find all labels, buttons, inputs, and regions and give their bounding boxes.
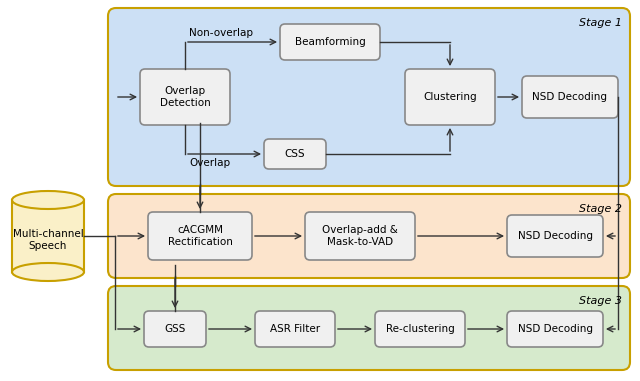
Text: Re-clustering: Re-clustering bbox=[386, 324, 454, 334]
Text: Stage 1: Stage 1 bbox=[579, 18, 622, 28]
Text: Non-overlap: Non-overlap bbox=[189, 28, 253, 38]
FancyBboxPatch shape bbox=[255, 311, 335, 347]
Text: Stage 2: Stage 2 bbox=[579, 204, 622, 214]
Text: GSS: GSS bbox=[164, 324, 186, 334]
FancyBboxPatch shape bbox=[144, 311, 206, 347]
Text: Overlap
Detection: Overlap Detection bbox=[159, 86, 211, 108]
FancyBboxPatch shape bbox=[522, 76, 618, 118]
FancyBboxPatch shape bbox=[148, 212, 252, 260]
FancyBboxPatch shape bbox=[108, 286, 630, 370]
FancyBboxPatch shape bbox=[375, 311, 465, 347]
Text: Multi-channel
Speech: Multi-channel Speech bbox=[13, 229, 83, 251]
Text: Beamforming: Beamforming bbox=[294, 37, 365, 47]
FancyBboxPatch shape bbox=[507, 311, 603, 347]
Text: CSS: CSS bbox=[285, 149, 305, 159]
Text: ASR Filter: ASR Filter bbox=[270, 324, 320, 334]
Text: NSD Decoding: NSD Decoding bbox=[532, 92, 607, 102]
FancyBboxPatch shape bbox=[305, 212, 415, 260]
FancyBboxPatch shape bbox=[264, 139, 326, 169]
Text: cACGMM
Rectification: cACGMM Rectification bbox=[168, 225, 232, 247]
FancyBboxPatch shape bbox=[140, 69, 230, 125]
FancyBboxPatch shape bbox=[405, 69, 495, 125]
FancyBboxPatch shape bbox=[507, 215, 603, 257]
Text: NSD Decoding: NSD Decoding bbox=[518, 231, 593, 241]
Text: Overlap: Overlap bbox=[189, 158, 230, 168]
FancyBboxPatch shape bbox=[108, 194, 630, 278]
FancyBboxPatch shape bbox=[108, 8, 630, 186]
Text: Stage 3: Stage 3 bbox=[579, 296, 622, 306]
Ellipse shape bbox=[12, 263, 84, 281]
Ellipse shape bbox=[12, 191, 84, 209]
Bar bbox=[12, 200, 84, 272]
Text: Clustering: Clustering bbox=[423, 92, 477, 102]
FancyBboxPatch shape bbox=[280, 24, 380, 60]
Text: Overlap-add &
Mask-to-VAD: Overlap-add & Mask-to-VAD bbox=[322, 225, 398, 247]
Text: NSD Decoding: NSD Decoding bbox=[518, 324, 593, 334]
